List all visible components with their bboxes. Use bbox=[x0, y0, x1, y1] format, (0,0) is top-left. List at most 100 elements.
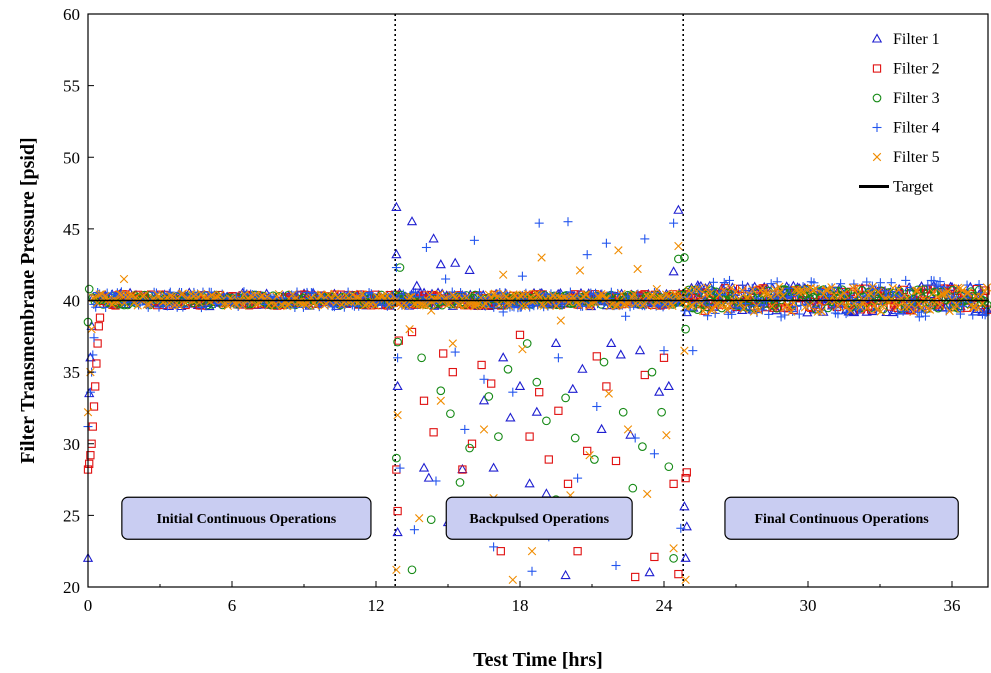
data-point bbox=[407, 565, 417, 575]
data-point bbox=[436, 386, 446, 396]
data-point bbox=[86, 451, 95, 460]
data-point bbox=[467, 439, 477, 448]
data-point bbox=[596, 423, 607, 433]
band-point bbox=[913, 285, 922, 295]
data-point bbox=[464, 264, 475, 274]
band-point bbox=[953, 283, 963, 293]
band-point bbox=[766, 279, 776, 289]
data-point bbox=[391, 201, 402, 211]
data-point bbox=[532, 377, 542, 387]
band-point bbox=[456, 288, 466, 298]
band-point bbox=[401, 301, 411, 310]
band-point bbox=[533, 300, 543, 310]
band-point bbox=[745, 290, 755, 299]
data-point bbox=[643, 489, 652, 499]
band-point bbox=[796, 300, 806, 310]
band-point bbox=[640, 299, 649, 309]
data-point bbox=[681, 575, 690, 585]
x-tick-label: 0 bbox=[84, 596, 93, 615]
data-point bbox=[88, 350, 98, 360]
band-point bbox=[918, 295, 928, 304]
data-point bbox=[393, 353, 403, 363]
band-point bbox=[968, 310, 978, 320]
legend: Filter 1 Filter 2 Filter 3 Filter 4 Filter 5… bbox=[859, 31, 940, 196]
band-point bbox=[920, 311, 930, 321]
band-point bbox=[893, 309, 903, 319]
band-point bbox=[133, 301, 142, 310]
data-point bbox=[623, 425, 633, 434]
band-point bbox=[775, 282, 784, 291]
data-point bbox=[436, 396, 445, 405]
band-point bbox=[837, 301, 847, 311]
data-point bbox=[428, 233, 439, 243]
band-point bbox=[292, 287, 302, 297]
band-point bbox=[368, 297, 378, 306]
band-point bbox=[923, 280, 933, 290]
band-point bbox=[738, 286, 747, 295]
data-point bbox=[664, 462, 674, 472]
band-point bbox=[962, 288, 972, 298]
band-point bbox=[887, 295, 896, 304]
data-point bbox=[563, 217, 573, 227]
band-point bbox=[617, 289, 626, 299]
band-point bbox=[933, 292, 942, 302]
band-point bbox=[893, 302, 902, 312]
y-axis-title: Filter Transmembrane Pressure [psid] bbox=[17, 137, 39, 463]
data-point bbox=[688, 346, 698, 356]
x-tick-label: 36 bbox=[944, 596, 961, 615]
x-tick-label: 30 bbox=[800, 596, 817, 615]
band-point bbox=[894, 285, 903, 295]
data-point bbox=[87, 324, 96, 334]
data-point bbox=[515, 330, 525, 340]
band-point bbox=[288, 290, 297, 299]
band-point bbox=[860, 297, 869, 307]
band-point bbox=[856, 302, 865, 312]
data-point bbox=[457, 463, 468, 474]
band-point bbox=[295, 297, 305, 306]
data-point bbox=[567, 383, 578, 393]
band-point bbox=[931, 280, 941, 290]
band-point bbox=[154, 302, 164, 312]
data-point bbox=[611, 561, 621, 571]
band-point bbox=[878, 304, 888, 314]
band-point bbox=[942, 289, 951, 298]
band-point bbox=[799, 287, 808, 296]
band-point bbox=[862, 304, 872, 313]
phase-label-text: Initial Continuous Operations bbox=[157, 512, 337, 527]
band-point bbox=[936, 300, 945, 310]
band-point bbox=[501, 292, 511, 302]
band-point bbox=[943, 287, 953, 296]
data-point bbox=[535, 388, 544, 397]
data-point bbox=[458, 465, 467, 474]
data-point bbox=[508, 575, 517, 585]
data-point bbox=[537, 253, 546, 262]
band-point bbox=[703, 311, 713, 321]
data-point bbox=[606, 337, 617, 348]
band-point bbox=[521, 301, 530, 311]
band-point bbox=[383, 291, 392, 301]
band-point bbox=[836, 279, 846, 289]
data-point bbox=[392, 565, 401, 574]
band-point bbox=[981, 286, 990, 295]
band-point bbox=[917, 293, 927, 303]
band-point bbox=[335, 294, 344, 304]
data-point bbox=[431, 476, 441, 486]
band-point bbox=[766, 292, 775, 302]
band-point bbox=[862, 277, 872, 287]
data-point bbox=[659, 346, 669, 356]
data-point bbox=[522, 339, 532, 348]
band-point bbox=[166, 291, 175, 300]
data-point bbox=[505, 412, 516, 422]
legend-item-target: Target bbox=[859, 179, 934, 196]
phase-label-box-1: Initial Continuous Operations bbox=[121, 496, 372, 540]
band-point bbox=[968, 302, 978, 312]
band-point bbox=[443, 300, 453, 309]
band-point bbox=[794, 309, 804, 319]
band-point bbox=[935, 277, 945, 287]
data-point bbox=[621, 311, 631, 321]
band-point bbox=[701, 290, 710, 299]
band-point bbox=[649, 287, 659, 297]
y-tick-label: 40 bbox=[63, 292, 80, 311]
band-point bbox=[964, 288, 973, 297]
